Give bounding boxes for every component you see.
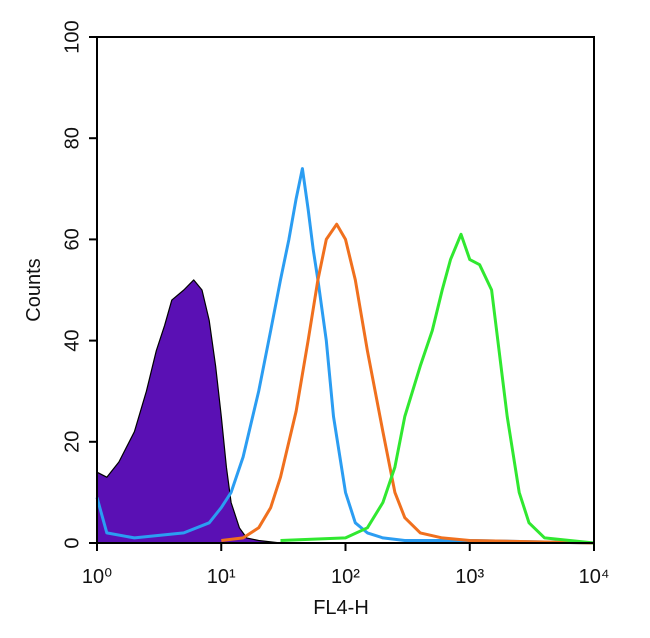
histogram-line bbox=[280, 232, 595, 545]
y-tick-label: 100 bbox=[61, 20, 83, 53]
y-tick-label: 20 bbox=[61, 431, 83, 453]
x-tick-label: 10² bbox=[331, 566, 360, 588]
x-axis-label: FL4-H bbox=[313, 597, 369, 619]
y-tick-label: 80 bbox=[61, 127, 83, 149]
histogram-line bbox=[221, 222, 595, 545]
y-axis-label: Counts bbox=[23, 258, 45, 321]
x-tick-label: 10³ bbox=[455, 566, 484, 588]
y-tick-label: 0 bbox=[61, 537, 83, 548]
histogram-line bbox=[95, 167, 595, 545]
x-tick-label: 10⁰ bbox=[82, 566, 112, 588]
y-tick-label: 40 bbox=[61, 329, 83, 351]
y-tick-label: 60 bbox=[61, 228, 83, 250]
x-tick-label: 10⁴ bbox=[579, 566, 610, 588]
histogram-area bbox=[96, 279, 282, 544]
x-tick-label: 10¹ bbox=[207, 566, 236, 588]
